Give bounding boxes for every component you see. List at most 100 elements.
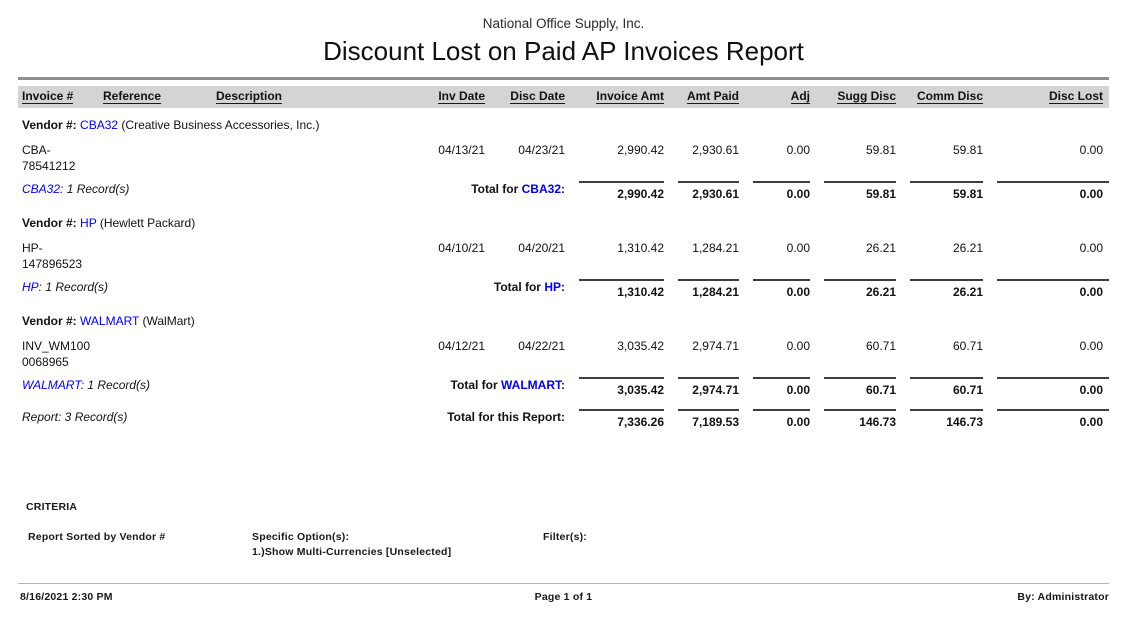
reference-cell (103, 338, 216, 339)
specific-option-item: 1.)Show Multi-Currencies [Unselected] (252, 546, 452, 558)
invoice-row: INV_WM100 0068965 04/12/21 04/22/21 3,03… (18, 338, 1109, 370)
criteria-sorted-by: Report Sorted by Vendor # (28, 531, 166, 543)
vendor-code-link[interactable]: CBA32 (80, 118, 119, 132)
col-invoice-number: Invoice # (22, 89, 74, 104)
vendor-name: (WalMart) (142, 314, 195, 328)
total-disc-lost: 0.00 (997, 377, 1109, 398)
total-comm-disc: 60.71 (910, 377, 983, 398)
total-adj: 0.00 (753, 377, 810, 398)
header-divider (18, 77, 1109, 80)
amt-paid-cell: 2,974.71 (692, 339, 739, 353)
sugg-disc-cell: 59.81 (865, 143, 896, 157)
col-description: Description (216, 89, 283, 104)
vendor-total-label: Total for HP: (493, 280, 565, 294)
vendor-label: Vendor #: (22, 216, 77, 230)
vendor-record-count: HP: 1 Record(s) (22, 280, 109, 294)
report-record-count: Report: 3 Record(s) (22, 410, 128, 424)
disc-lost-cell: 0.00 (1079, 339, 1103, 353)
report-total-amt-paid: 7,189.53 (678, 409, 739, 430)
criteria-specific-options: Specific Option(s): 1.)Show Multi-Curren… (252, 530, 451, 560)
invoice-amt-cell: 1,310.42 (617, 241, 664, 255)
inv-date-cell: 04/12/21 (438, 339, 485, 353)
specific-options-label: Specific Option(s): (252, 531, 350, 543)
vendor-code-link[interactable]: CBA32 (22, 182, 61, 196)
col-inv-date: Inv Date (438, 89, 485, 104)
total-amt-paid: 2,930.61 (678, 181, 739, 202)
column-header-row: Invoice # Reference Description Inv Date… (18, 86, 1109, 108)
total-disc-lost: 0.00 (997, 181, 1109, 202)
vendor-header: Vendor #: CBA32 (Creative Business Acces… (18, 117, 1109, 133)
disc-lost-cell: 0.00 (1079, 241, 1103, 255)
vendor-code-link[interactable]: WALMART (80, 314, 140, 328)
vendor-code-link[interactable]: HP (22, 280, 39, 294)
col-invoice-amt: Invoice Amt (596, 89, 664, 104)
vendor-header: Vendor #: WALMART (WalMart) (18, 313, 1109, 329)
adj-cell: 0.00 (786, 241, 810, 255)
report-total-label: Total for this Report: (447, 410, 565, 424)
disc-date-cell: 04/22/21 (518, 339, 565, 353)
total-disc-lost: 0.00 (997, 279, 1109, 300)
total-sugg-disc: 60.71 (824, 377, 896, 398)
description-cell (216, 142, 412, 143)
col-disc-date: Disc Date (510, 89, 565, 104)
vendor-code-link[interactable]: HP (544, 280, 561, 294)
vendor-record-count: WALMART: 1 Record(s) (22, 378, 151, 392)
vendor-label: Vendor #: (22, 118, 77, 132)
vendor-name: (Creative Business Accessories, Inc.) (121, 118, 320, 132)
vendor-code-link[interactable]: CBA32 (521, 182, 561, 196)
invoice-row: CBA- 78541212 04/13/21 04/23/21 2,990.42… (18, 142, 1109, 174)
vendor-label: Vendor #: (22, 314, 77, 328)
vendor-header: Vendor #: HP (Hewlett Packard) (18, 215, 1109, 231)
vendor-name: (Hewlett Packard) (99, 216, 196, 230)
vendor-total-label: Total for CBA32: (471, 182, 565, 196)
total-invoice-amt: 2,990.42 (579, 181, 664, 202)
report-total-row: Report: 3 Record(s) Total for this Repor… (18, 409, 1109, 430)
vendor-group-hp: Vendor #: HP (Hewlett Packard) HP- 14789… (18, 215, 1109, 300)
comm-disc-cell: 26.21 (952, 241, 983, 255)
footer-printed-by: By: Administrator (1017, 591, 1109, 603)
inv-date-cell: 04/13/21 (438, 143, 485, 157)
total-sugg-disc: 59.81 (824, 181, 896, 202)
report-total-invoice-amt: 7,336.26 (579, 409, 664, 430)
invoice-number-cell: CBA- 78541212 (22, 143, 76, 173)
invoice-number-cell: INV_WM100 0068965 (22, 339, 91, 369)
comm-disc-cell: 60.71 (952, 339, 983, 353)
total-amt-paid: 2,974.71 (678, 377, 739, 398)
vendor-group-cba32: Vendor #: CBA32 (Creative Business Acces… (18, 117, 1109, 202)
amt-paid-cell: 1,284.21 (692, 241, 739, 255)
description-cell (216, 338, 412, 339)
reference-cell (103, 142, 216, 143)
report-total-adj: 0.00 (753, 409, 810, 430)
vendor-code-link[interactable]: WALMART (22, 378, 81, 392)
total-amt-paid: 1,284.21 (678, 279, 739, 300)
vendor-total-row: HP: 1 Record(s) Total for HP: 1,310.42 1… (18, 279, 1109, 300)
sugg-disc-cell: 60.71 (865, 339, 896, 353)
total-comm-disc: 26.21 (910, 279, 983, 300)
criteria-filters-label: Filter(s): (543, 531, 587, 543)
total-sugg-disc: 26.21 (824, 279, 896, 300)
total-invoice-amt: 3,035.42 (579, 377, 664, 398)
vendor-record-count: CBA32: 1 Record(s) (22, 182, 130, 196)
col-amt-paid: Amt Paid (686, 89, 739, 104)
inv-date-cell: 04/10/21 (438, 241, 485, 255)
report-total-disc-lost: 0.00 (997, 409, 1109, 430)
criteria-heading: CRITERIA (26, 501, 78, 513)
invoice-amt-cell: 2,990.42 (617, 143, 664, 157)
adj-cell: 0.00 (786, 143, 810, 157)
vendor-code-link[interactable]: WALMART (501, 378, 561, 392)
vendor-code-link[interactable]: HP (80, 216, 97, 230)
col-sugg-disc: Sugg Disc (837, 89, 896, 104)
total-adj: 0.00 (753, 279, 810, 300)
description-cell (216, 240, 412, 241)
vendor-total-row: CBA32: 1 Record(s) Total for CBA32: 2,99… (18, 181, 1109, 202)
disc-date-cell: 04/23/21 (518, 143, 565, 157)
footer-page-number: Page 1 of 1 (534, 591, 593, 603)
col-disc-lost: Disc Lost (1048, 89, 1103, 104)
total-comm-disc: 59.81 (910, 181, 983, 202)
sugg-disc-cell: 26.21 (865, 241, 896, 255)
report-total-sugg-disc: 146.73 (824, 409, 896, 430)
reference-cell (103, 240, 216, 241)
company-name: National Office Supply, Inc. (482, 16, 645, 31)
invoice-number-cell: HP- 147896523 (22, 241, 83, 271)
